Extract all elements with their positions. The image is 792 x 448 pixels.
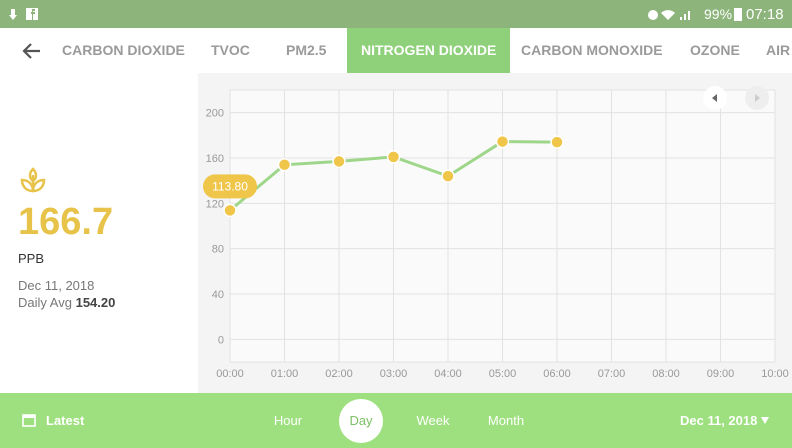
x-tick-label: 03:00 <box>380 368 408 380</box>
y-tick-label: 80 <box>212 244 224 256</box>
tab[interactable]: CARBON DIOXIDE <box>62 42 185 58</box>
calendar-icon <box>22 414 36 427</box>
y-tick-label: 160 <box>206 153 224 165</box>
y-tick-label: 40 <box>212 289 224 301</box>
x-tick-label: 10:00 <box>761 368 789 380</box>
y-tick-label: 0 <box>218 334 224 346</box>
data-point <box>332 154 346 169</box>
period-button[interactable]: Day <box>339 399 383 443</box>
tooltip-label: 113.80 <box>212 179 248 193</box>
data-point <box>495 134 510 149</box>
battery-icon <box>734 8 742 21</box>
data-point <box>441 169 455 183</box>
daily-average: Daily Avg 154.20 <box>18 295 115 310</box>
clock: 07:18 <box>746 6 784 23</box>
data-point <box>550 135 564 149</box>
tab[interactable]: AIR <box>766 42 791 58</box>
x-tick-label: 09:00 <box>707 368 735 380</box>
battery-level: 99% <box>704 6 733 22</box>
current-value: 166.7 <box>18 201 114 243</box>
tab[interactable]: CARBON MONOXIDE <box>521 42 663 58</box>
tab-bar: CARBON DIOXIDE TVOC PM2.5 NITROGEN DIOXIDE C… <box>0 28 792 74</box>
status-bar: 99% 07:18 <box>0 0 792 28</box>
tab[interactable]: OZONE <box>690 42 740 58</box>
period-button[interactable]: Hour <box>273 413 303 428</box>
summary-panel: 166.7 PPB Dec 11, 2018 Daily Avg 154.20 <box>0 73 198 393</box>
avg-label: Daily Avg <box>18 295 72 310</box>
x-tick-label: 00:00 <box>216 368 244 380</box>
chart-nav <box>703 86 769 110</box>
tab[interactable]: PM2.5 <box>286 42 327 58</box>
period-button[interactable]: Month <box>487 413 525 428</box>
system-icons <box>648 10 690 20</box>
data-point <box>277 158 292 172</box>
y-tick-label: 200 <box>206 108 224 120</box>
x-tick-label: 07:00 <box>598 368 626 380</box>
period-button[interactable]: Week <box>416 413 450 428</box>
avg-value: 154.20 <box>75 295 116 310</box>
data-point <box>223 203 237 218</box>
x-tick-label: 04:00 <box>434 368 462 380</box>
tooltip <box>203 174 257 199</box>
unit: PPB <box>18 251 45 266</box>
x-tick-label: 06:00 <box>543 368 571 380</box>
latest-button[interactable]: Latest <box>46 413 85 428</box>
back-button[interactable] <box>20 40 42 62</box>
tab[interactable]: NITROGEN DIOXIDE <box>347 28 511 73</box>
leaf-icon <box>20 167 46 193</box>
bottom-bar: Latest Dec 11, 2018 Hour Day Week Month <box>0 393 792 448</box>
x-tick-label: 08:00 <box>652 368 680 380</box>
chart: 00:00 01:00 02:00 03:00 04:00 05:00 06:00 07:00… <box>198 73 792 393</box>
x-tick-label: 01:00 <box>271 368 299 380</box>
x-tick-label: 02:00 <box>325 368 353 380</box>
dropdown-arrow <box>761 417 769 424</box>
date: Dec 11, 2018 <box>18 278 95 293</box>
notification-icons <box>9 8 38 20</box>
tab[interactable]: TVOC <box>211 42 250 58</box>
x-tick-label: 05:00 <box>489 368 517 380</box>
y-tick-label: 120 <box>206 198 224 210</box>
data-point <box>386 150 401 164</box>
date-picker[interactable]: Dec 11, 2018 <box>680 413 758 428</box>
